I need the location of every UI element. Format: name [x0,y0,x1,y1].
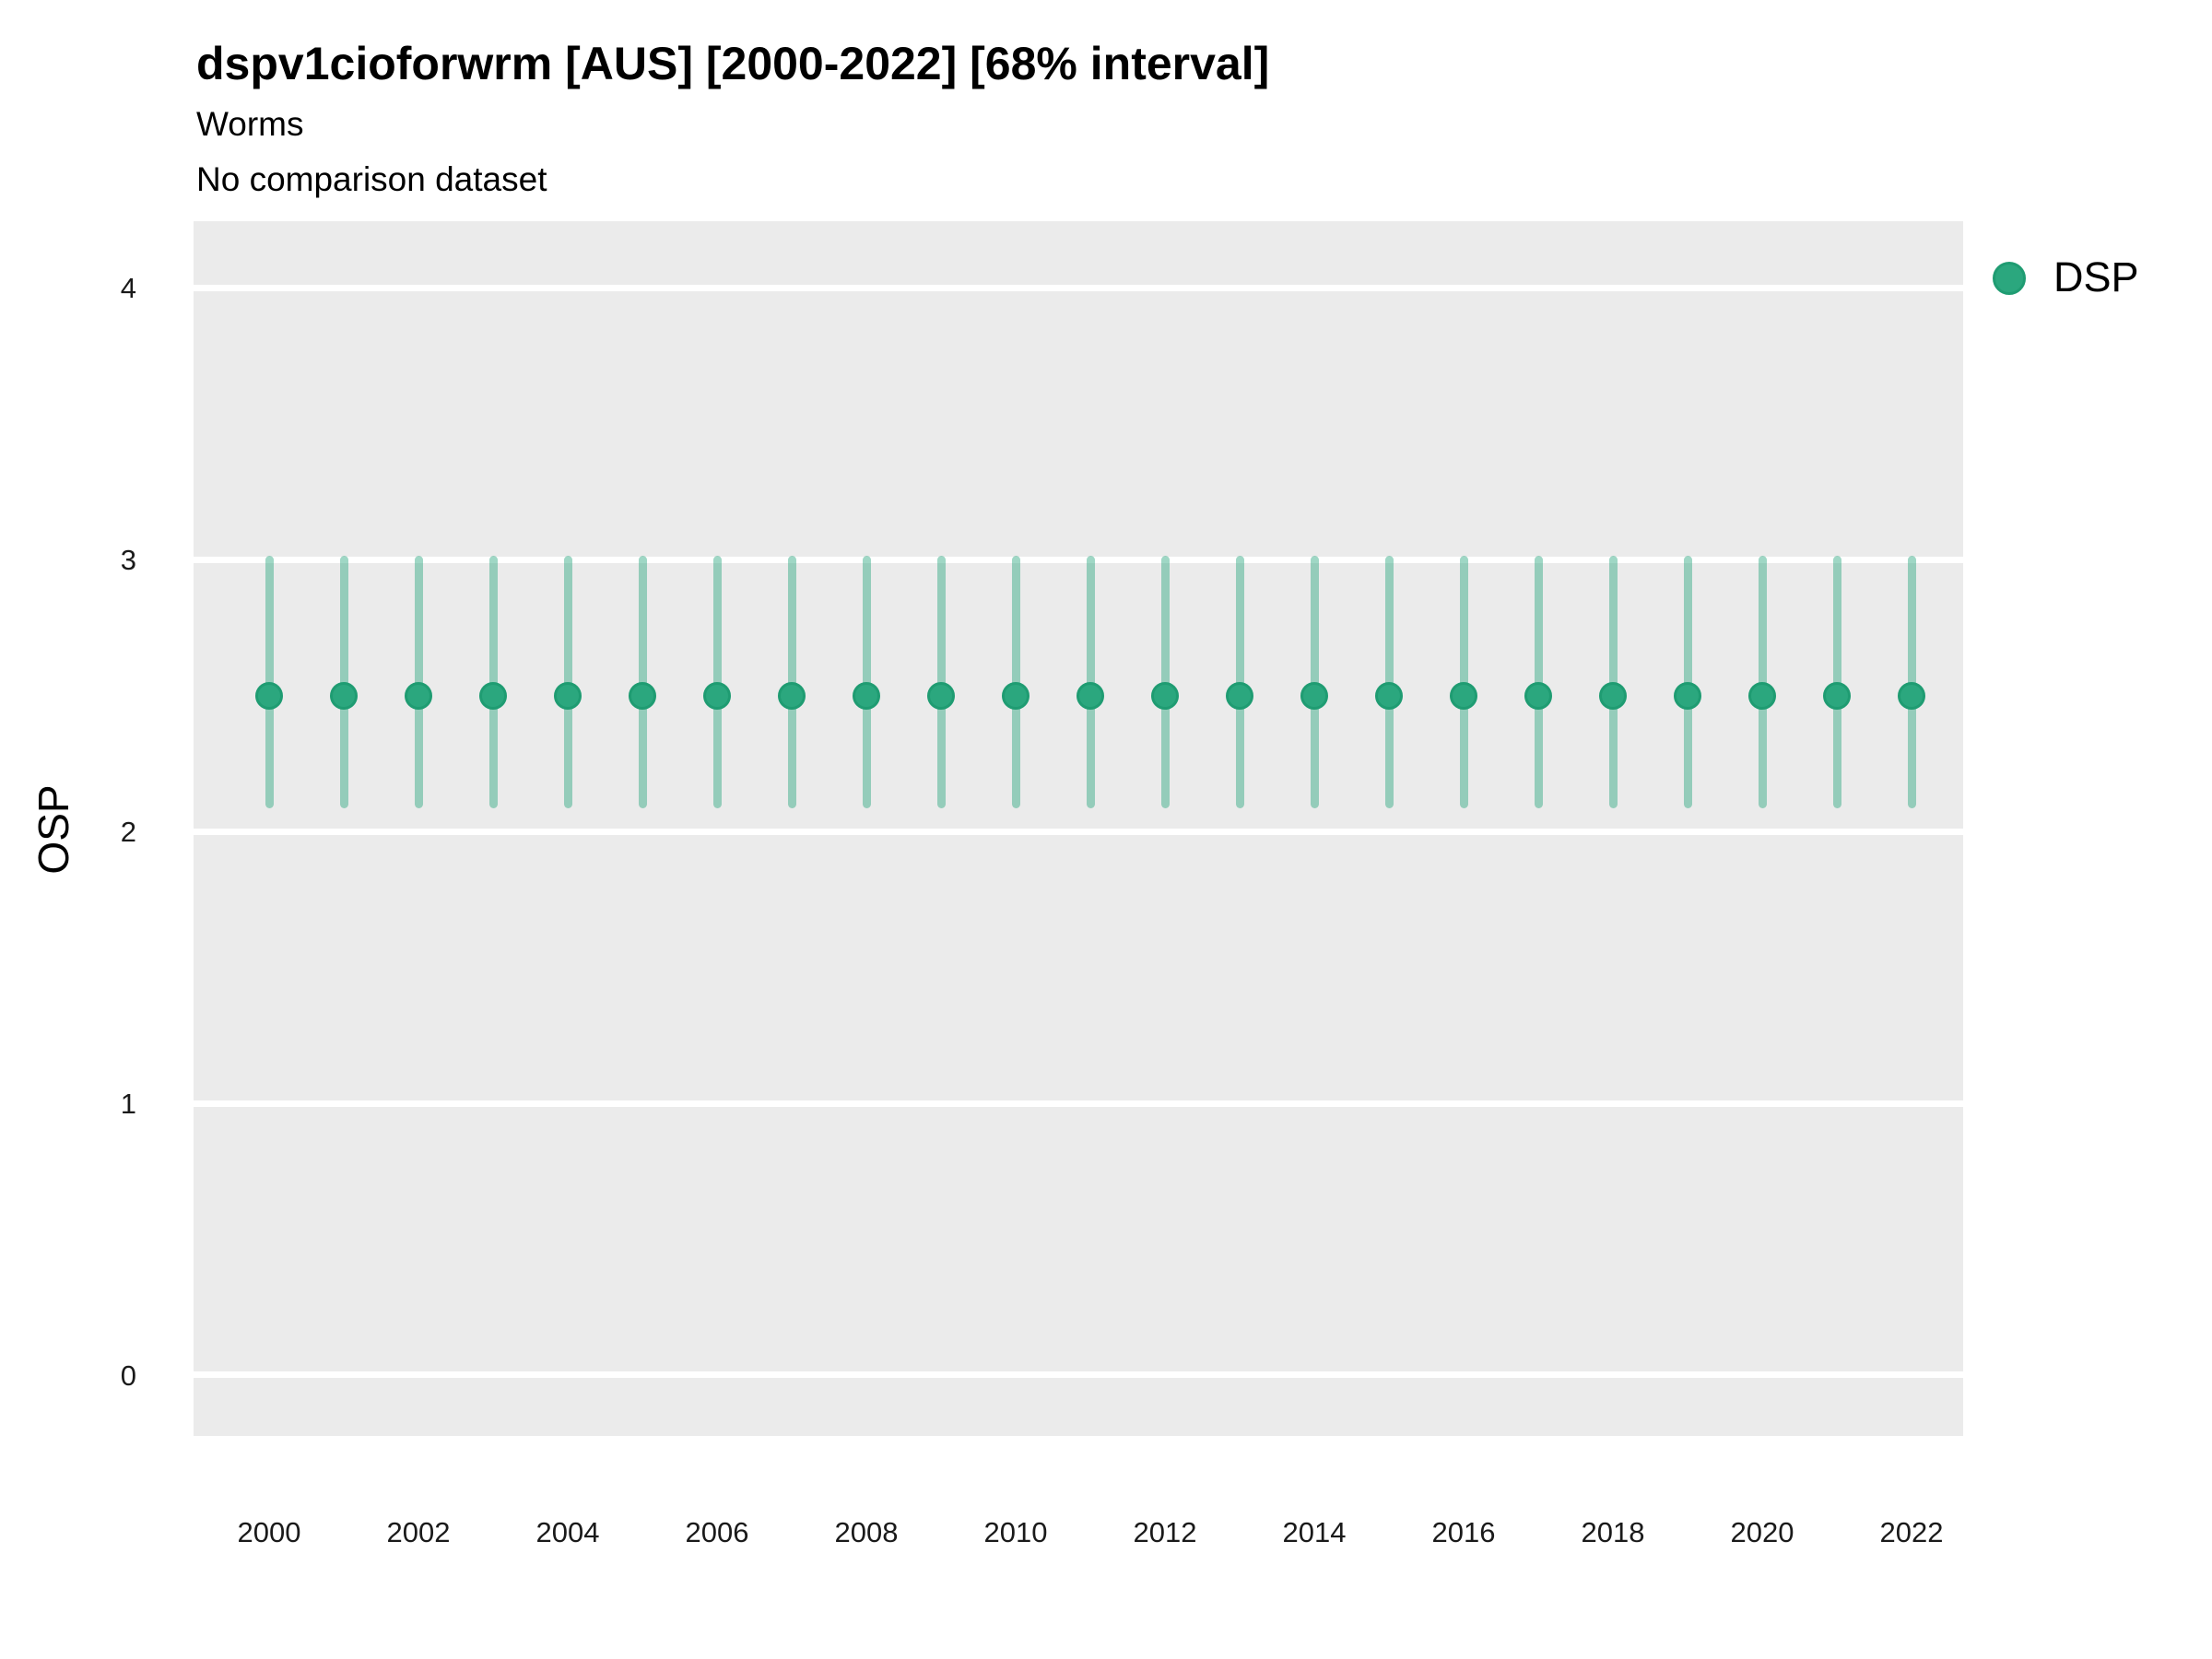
data-point [255,681,283,710]
data-point [629,681,656,710]
data-point [853,681,880,710]
plot-panel [194,221,1963,1436]
data-point [1151,681,1179,710]
y-tick-label-2: 2 [120,816,136,849]
data-point [1748,681,1776,710]
x-tick-label-2002: 2002 [386,1516,451,1548]
data-point [479,681,507,710]
chart-title: dspv1cioforwrm [AUS] [2000-2022] [68% in… [196,38,1270,89]
y-tick-label-1: 1 [120,1088,136,1121]
data-point [1450,681,1477,710]
y-tick-label-0: 0 [120,1359,136,1392]
data-point [1077,681,1104,710]
data-point [778,681,806,710]
legend-circle-icon [1993,262,2026,295]
x-tick-label-2010: 2010 [983,1516,1048,1548]
data-point [927,681,955,710]
data-point [330,681,358,710]
chart-subtitle: Worms [196,105,304,143]
x-tick-label-2020: 2020 [1730,1516,1794,1548]
data-point [703,681,731,710]
gridline-y-3 [194,556,1963,563]
x-tick-label-2014: 2014 [1282,1516,1347,1548]
data-point [1375,681,1403,710]
data-point [1674,681,1701,710]
data-point [1226,681,1253,710]
data-point [1898,681,1925,710]
y-tick-label-4: 4 [120,272,136,305]
gridline-y-1 [194,1100,1963,1107]
x-tick-label-2000: 2000 [237,1516,301,1548]
x-tick-label-2006: 2006 [685,1516,749,1548]
gridline-y-0 [194,1371,1963,1379]
data-point [1823,681,1851,710]
data-point [1599,681,1627,710]
x-tick-label-2016: 2016 [1431,1516,1496,1548]
data-point [554,681,582,710]
data-point [405,681,432,710]
x-tick-label-2022: 2022 [1879,1516,1944,1548]
data-point [1002,681,1030,710]
data-point [1524,681,1552,710]
gridline-y-4 [194,284,1963,291]
comparison-note: No comparison dataset [196,160,547,198]
x-tick-label-2008: 2008 [834,1516,899,1548]
data-point [1300,681,1328,710]
x-tick-label-2012: 2012 [1133,1516,1197,1548]
x-tick-label-2004: 2004 [535,1516,600,1548]
legend-label: DSP [2053,253,2139,300]
y-tick-label-3: 3 [120,544,136,577]
x-tick-label-2018: 2018 [1581,1516,1645,1548]
gridline-y-2 [194,828,1963,835]
